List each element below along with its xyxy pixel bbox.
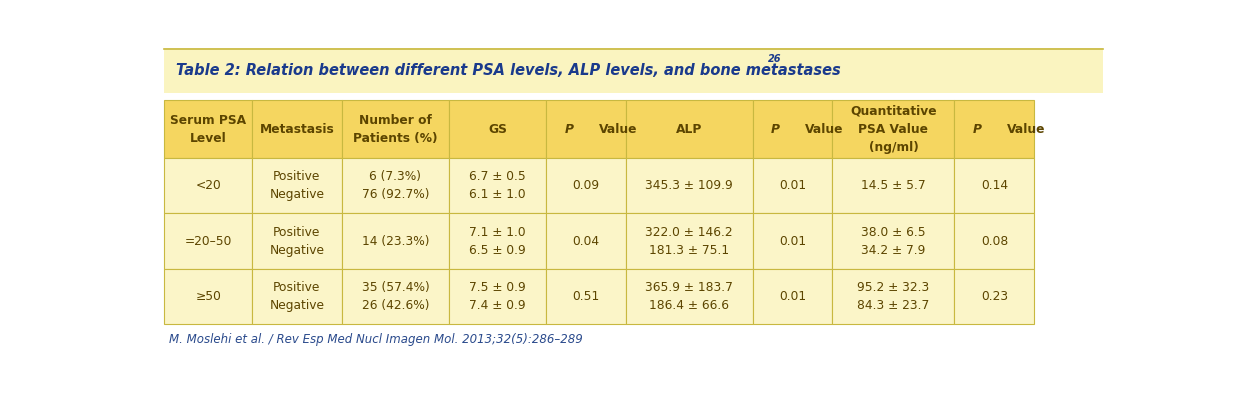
Text: P: P	[565, 122, 574, 136]
FancyBboxPatch shape	[954, 158, 1035, 214]
Text: P: P	[973, 122, 981, 136]
Text: Value: Value	[1007, 122, 1046, 136]
FancyBboxPatch shape	[546, 158, 625, 214]
Text: 0.08: 0.08	[981, 234, 1009, 248]
Text: =20–50: =20–50	[184, 234, 232, 248]
FancyBboxPatch shape	[341, 268, 450, 324]
FancyBboxPatch shape	[164, 268, 252, 324]
FancyBboxPatch shape	[341, 214, 450, 268]
Text: 0.01: 0.01	[779, 180, 806, 192]
FancyBboxPatch shape	[164, 158, 252, 214]
FancyBboxPatch shape	[625, 100, 753, 158]
FancyBboxPatch shape	[450, 100, 546, 158]
FancyBboxPatch shape	[341, 100, 450, 158]
FancyBboxPatch shape	[252, 268, 341, 324]
Text: ALP: ALP	[676, 122, 702, 136]
FancyBboxPatch shape	[252, 214, 341, 268]
FancyBboxPatch shape	[833, 268, 954, 324]
FancyBboxPatch shape	[164, 214, 252, 268]
FancyBboxPatch shape	[546, 214, 625, 268]
Text: 6 (7.3%)
76 (92.7%): 6 (7.3%) 76 (92.7%)	[362, 170, 429, 202]
Text: M. Moslehi et al. / Rev Esp Med Nucl Imagen Mol. 2013;32(5):286–289: M. Moslehi et al. / Rev Esp Med Nucl Ima…	[169, 332, 582, 346]
Text: 38.0 ± 6.5
34.2 ± 7.9: 38.0 ± 6.5 34.2 ± 7.9	[861, 226, 926, 256]
Text: 365.9 ± 183.7
186.4 ± 66.6: 365.9 ± 183.7 186.4 ± 66.6	[645, 281, 733, 312]
Text: ≥50: ≥50	[195, 290, 221, 303]
Text: 14 (23.3%): 14 (23.3%)	[362, 234, 429, 248]
FancyBboxPatch shape	[450, 158, 546, 214]
Text: 26: 26	[768, 54, 781, 64]
FancyBboxPatch shape	[164, 100, 252, 158]
FancyBboxPatch shape	[753, 100, 833, 158]
FancyBboxPatch shape	[164, 48, 1103, 93]
Text: Positive
Negative: Positive Negative	[269, 170, 324, 202]
FancyBboxPatch shape	[625, 268, 753, 324]
FancyBboxPatch shape	[954, 268, 1035, 324]
Text: 0.04: 0.04	[572, 234, 599, 248]
Text: P: P	[771, 122, 780, 136]
Text: 345.3 ± 109.9: 345.3 ± 109.9	[645, 180, 733, 192]
Text: 322.0 ± 146.2
181.3 ± 75.1: 322.0 ± 146.2 181.3 ± 75.1	[645, 226, 733, 256]
FancyBboxPatch shape	[833, 158, 954, 214]
FancyBboxPatch shape	[625, 214, 753, 268]
Text: Value: Value	[598, 122, 637, 136]
Text: <20: <20	[195, 180, 221, 192]
Text: Number of
Patients (%): Number of Patients (%)	[353, 114, 438, 144]
Text: Metastasis: Metastasis	[260, 122, 334, 136]
Text: 35 (57.4%)
26 (42.6%): 35 (57.4%) 26 (42.6%)	[362, 281, 429, 312]
Text: 0.51: 0.51	[572, 290, 599, 303]
FancyBboxPatch shape	[833, 214, 954, 268]
FancyBboxPatch shape	[546, 268, 625, 324]
Text: 0.23: 0.23	[981, 290, 1009, 303]
Text: Positive
Negative: Positive Negative	[269, 281, 324, 312]
Text: 0.01: 0.01	[779, 290, 806, 303]
FancyBboxPatch shape	[625, 158, 753, 214]
Text: 0.01: 0.01	[779, 234, 806, 248]
Text: Value: Value	[805, 122, 843, 136]
Text: Positive
Negative: Positive Negative	[269, 226, 324, 256]
Text: 7.5 ± 0.9
7.4 ± 0.9: 7.5 ± 0.9 7.4 ± 0.9	[470, 281, 527, 312]
Text: 6.7 ± 0.5
6.1 ± 1.0: 6.7 ± 0.5 6.1 ± 1.0	[470, 170, 527, 202]
FancyBboxPatch shape	[450, 268, 546, 324]
FancyBboxPatch shape	[450, 214, 546, 268]
Text: GS: GS	[488, 122, 507, 136]
Text: 95.2 ± 32.3
84.3 ± 23.7: 95.2 ± 32.3 84.3 ± 23.7	[858, 281, 929, 312]
Text: 7.1 ± 1.0
6.5 ± 0.9: 7.1 ± 1.0 6.5 ± 0.9	[470, 226, 527, 256]
Text: 14.5 ± 5.7: 14.5 ± 5.7	[861, 180, 926, 192]
Text: Serum PSA
Level: Serum PSA Level	[171, 114, 246, 144]
FancyBboxPatch shape	[753, 268, 833, 324]
FancyBboxPatch shape	[341, 158, 450, 214]
Text: 0.14: 0.14	[981, 180, 1009, 192]
FancyBboxPatch shape	[753, 158, 833, 214]
FancyBboxPatch shape	[954, 214, 1035, 268]
FancyBboxPatch shape	[546, 100, 625, 158]
Text: Table 2: Relation between different PSA levels, ALP levels, and bone metastases: Table 2: Relation between different PSA …	[176, 63, 845, 78]
FancyBboxPatch shape	[954, 100, 1035, 158]
FancyBboxPatch shape	[252, 158, 341, 214]
Text: Quantitative
PSA Value
(ng/ml): Quantitative PSA Value (ng/ml)	[850, 104, 937, 154]
FancyBboxPatch shape	[252, 100, 341, 158]
Text: 0.09: 0.09	[572, 180, 599, 192]
FancyBboxPatch shape	[753, 214, 833, 268]
FancyBboxPatch shape	[833, 100, 954, 158]
